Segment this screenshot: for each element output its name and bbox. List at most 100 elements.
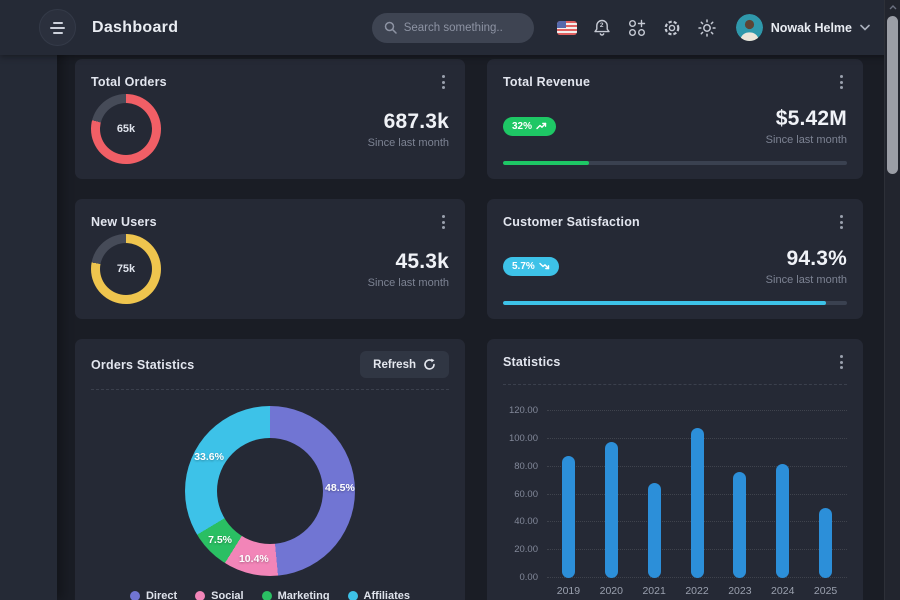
theme-toggle-button[interactable] [694,15,720,41]
gauge-label: 75k [116,263,136,275]
bar-column [590,411,633,578]
bar-2024 [776,463,790,578]
metric-caption: Since last month [765,273,847,286]
legend-dot [195,591,206,600]
kebab-menu-button[interactable] [836,71,847,93]
badge-value: 5.7% [512,260,535,272]
us-flag-icon [556,20,577,35]
legend-label: Social [211,590,244,600]
metric-value: 94.3% [786,246,847,270]
legend-label: Affiliates [363,590,411,600]
bar-column [718,411,761,578]
bar-2020 [604,441,618,578]
metric-value: 687.3k [383,109,449,133]
card-title: Statistics [503,355,561,369]
bar-2023 [733,472,747,578]
card-divider [503,384,847,385]
kebab-menu-button[interactable] [836,351,847,373]
refresh-icon [424,358,435,370]
card-new-users: New Users 75k 45.3k Since last month [75,199,465,319]
search-box[interactable] [371,12,534,43]
topbar: Dashboard 2 [0,0,900,55]
user-menu[interactable]: Nowak Helme [735,14,870,41]
search-icon [384,21,397,34]
y-axis-tick: 60.00 [514,488,538,500]
legend-item-social[interactable]: Social [195,590,244,600]
donut-slice-label: 33.6% [194,450,224,463]
legend-item-affiliates[interactable]: Affiliates [347,590,411,600]
refresh-button[interactable]: Refresh [360,351,449,378]
avatar [735,14,763,41]
donut-ring [185,406,355,576]
refresh-label: Refresh [373,358,416,371]
legend-dot [347,591,358,600]
metric-caption: Since last month [367,136,449,149]
metric-value: $5.42M [775,106,847,130]
badge-value: 32% [512,120,533,132]
donut-slice-label: 7.5% [208,534,232,547]
legend-label: Marketing [277,590,330,600]
apps-button[interactable] [624,15,650,41]
trend-up-icon [536,122,547,130]
x-axis: 2019 2020 2021 2022 2023 2024 2025 [547,585,847,597]
bar-column [676,411,719,578]
search-input[interactable] [403,21,522,34]
bar-column [547,411,590,578]
card-orders-statistics: Orders Statistics Refresh 48.5% 10.4% 7.5%… [75,339,465,600]
card-title: New Users [91,215,157,229]
x-axis-label: 2023 [728,585,752,597]
bar-2019 [561,455,575,578]
y-axis-tick: 100.00 [508,432,538,444]
x-axis-label: 2020 [599,585,623,597]
orders-gauge: 65k [91,94,161,164]
bar-2025 [819,508,833,578]
x-axis-label: 2022 [685,585,709,597]
bar-2022 [690,427,704,578]
dashboard-content: Total Orders 65k 687.3k Since last month… [57,55,900,600]
kebab-menu-button[interactable] [438,71,449,93]
y-axis-tick: 120.00 [508,405,538,416]
hamburger-icon [50,21,65,34]
metric-value: 45.3k [395,249,449,273]
bell-icon [594,19,610,36]
trend-badge: 5.7% [503,256,559,276]
kebab-menu-button[interactable] [438,211,449,233]
legend-label: Direct [145,590,178,600]
legend-dot [261,591,272,600]
bar-2021 [647,483,661,578]
notification-count-badge: 2 [599,21,604,29]
y-axis-tick: 20.00 [514,544,538,556]
orders-donut-chart: 48.5% 10.4% 7.5% 33.6% [185,406,355,576]
apps-grid-icon [628,19,645,36]
satisfaction-progress-fill [503,301,827,305]
donut-slice-label: 10.4% [238,553,269,566]
page-title: Dashboard [92,18,179,36]
legend-item-marketing[interactable]: Marketing [261,590,330,600]
yearly-bar-chart: 0.00 20.00 40.00 60.00 80.00 100.00 120.00 201… [503,405,847,597]
gear-icon [664,20,680,35]
card-statistics: Statistics 0.00 20.00 40.00 60.00 80.00 100.0… [487,339,863,600]
x-axis-label: 2021 [642,585,666,597]
legend-dot [129,591,140,600]
card-divider [91,389,449,390]
settings-button[interactable] [659,15,685,41]
scrollbar[interactable] [884,0,900,600]
bar-column [633,411,676,578]
y-axis-tick: 40.00 [514,516,538,528]
card-title: Total Revenue [503,75,591,89]
satisfaction-progress-track [503,301,847,305]
menu-toggle-button[interactable] [39,9,76,46]
donut-slice-label: 48.5% [325,481,355,494]
legend-item-direct[interactable]: Direct [129,590,178,600]
scrollbar-thumb[interactable] [887,16,898,174]
notifications-button[interactable]: 2 [589,15,615,41]
language-flag-button[interactable] [554,15,580,41]
y-axis-tick: 80.00 [514,460,538,472]
chevron-down-icon [860,24,870,31]
revenue-progress-track [503,161,847,165]
kebab-menu-button[interactable] [836,211,847,233]
topbar-icons: 2 [554,15,720,41]
sun-icon [697,18,716,37]
scrollbar-up-arrow[interactable] [885,0,900,14]
